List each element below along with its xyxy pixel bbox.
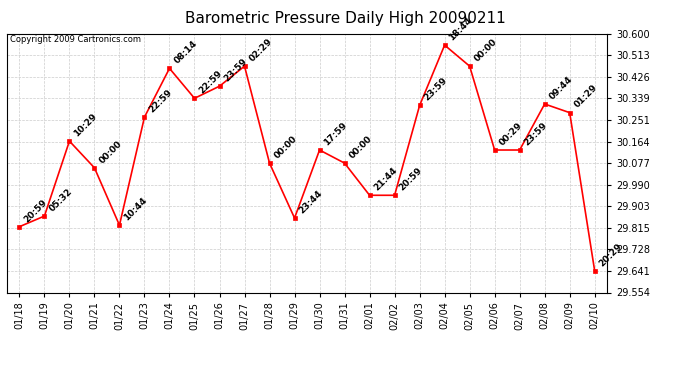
Text: 02:29: 02:29: [247, 37, 274, 63]
Text: Barometric Pressure Daily High 20090211: Barometric Pressure Daily High 20090211: [185, 11, 505, 26]
Text: 00:00: 00:00: [273, 134, 299, 160]
Text: 20:59: 20:59: [22, 197, 49, 224]
Text: 01:29: 01:29: [573, 83, 599, 110]
Text: 23:59: 23:59: [522, 120, 549, 147]
Text: 00:29: 00:29: [497, 121, 524, 147]
Text: 05:32: 05:32: [47, 187, 74, 213]
Text: 10:44: 10:44: [122, 196, 149, 222]
Text: 20:29: 20:29: [598, 242, 624, 268]
Text: 18:44: 18:44: [447, 16, 474, 42]
Text: 22:59: 22:59: [147, 88, 174, 114]
Text: 09:44: 09:44: [547, 75, 574, 101]
Text: 21:44: 21:44: [373, 166, 399, 192]
Text: 08:14: 08:14: [172, 39, 199, 66]
Text: 00:00: 00:00: [473, 37, 499, 63]
Text: 17:59: 17:59: [322, 120, 349, 147]
Text: 23:59: 23:59: [422, 76, 449, 103]
Text: Copyright 2009 Cartronics.com: Copyright 2009 Cartronics.com: [10, 35, 141, 44]
Text: 10:29: 10:29: [72, 112, 99, 138]
Text: 22:59: 22:59: [197, 69, 224, 96]
Text: 23:44: 23:44: [297, 189, 324, 215]
Text: 00:00: 00:00: [347, 134, 373, 160]
Text: 20:59: 20:59: [397, 166, 424, 192]
Text: 00:00: 00:00: [97, 139, 124, 165]
Text: 23:59: 23:59: [222, 57, 249, 83]
